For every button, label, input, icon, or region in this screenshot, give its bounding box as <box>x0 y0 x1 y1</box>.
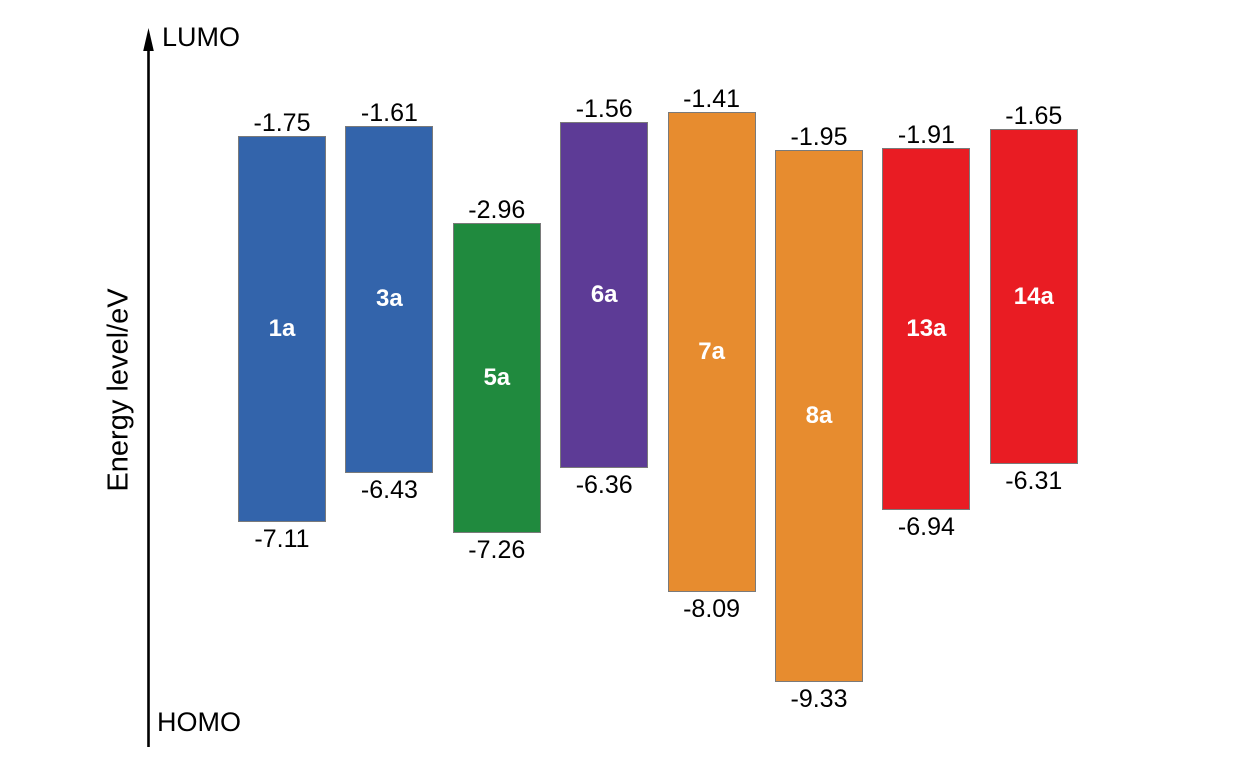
homo-value-label-3a: -6.43 <box>360 475 418 504</box>
lumo-value-label-8a: -1.95 <box>790 123 848 152</box>
homo-value-label-7a: -8.09 <box>683 595 741 624</box>
energy-bar-5a <box>452 223 541 533</box>
bar-name-label-1a: 1a <box>268 314 296 342</box>
energy-bar-1a <box>238 136 326 522</box>
lumo-axis-label: LUMO <box>162 22 241 52</box>
energy-bar-7a <box>667 111 756 593</box>
y-axis-arrowhead-icon <box>143 28 154 51</box>
homo-value-label-13a: -6.94 <box>897 512 955 541</box>
bar-name-label-7a: 7a <box>698 338 725 365</box>
energy-bar-8a <box>775 150 863 682</box>
homo-value-label-5a: -7.26 <box>468 535 526 564</box>
bar-name-label-5a: 5a <box>483 363 511 391</box>
homo-value-label-1a: -7.11 <box>254 524 310 553</box>
energy-bar-14a <box>989 128 1078 465</box>
homo-value-label-8a: -9.33 <box>790 684 848 713</box>
homo-value-label-14a: -6.31 <box>1005 467 1063 496</box>
y-axis-title: Energy level/eV <box>102 288 135 492</box>
bar-name-label-13a: 13a <box>906 314 947 342</box>
lumo-value-label-5a: -2.96 <box>468 196 526 225</box>
homo-axis-label: HOMO <box>157 707 241 737</box>
energy-bar-6a <box>560 122 649 468</box>
lumo-value-label-6a: -1.56 <box>575 95 633 124</box>
bar-name-label-6a: 6a <box>590 281 618 309</box>
homo-value-label-6a: -6.36 <box>575 470 633 499</box>
lumo-value-label-13a: -1.91 <box>897 120 955 149</box>
lumo-value-label-1a: -1.75 <box>253 109 311 137</box>
lumo-value-label-14a: -1.65 <box>1005 101 1063 130</box>
lumo-value-label-3a: -1.61 <box>360 98 418 127</box>
bar-name-label-14a: 14a <box>1013 282 1054 310</box>
lumo-value-label-7a: -1.41 <box>683 84 741 113</box>
energy-bar-13a <box>882 147 971 510</box>
energy-bar-3a <box>345 125 434 473</box>
bar-name-label-3a: 3a <box>376 285 403 313</box>
bar-name-label-8a: 8a <box>805 402 833 430</box>
